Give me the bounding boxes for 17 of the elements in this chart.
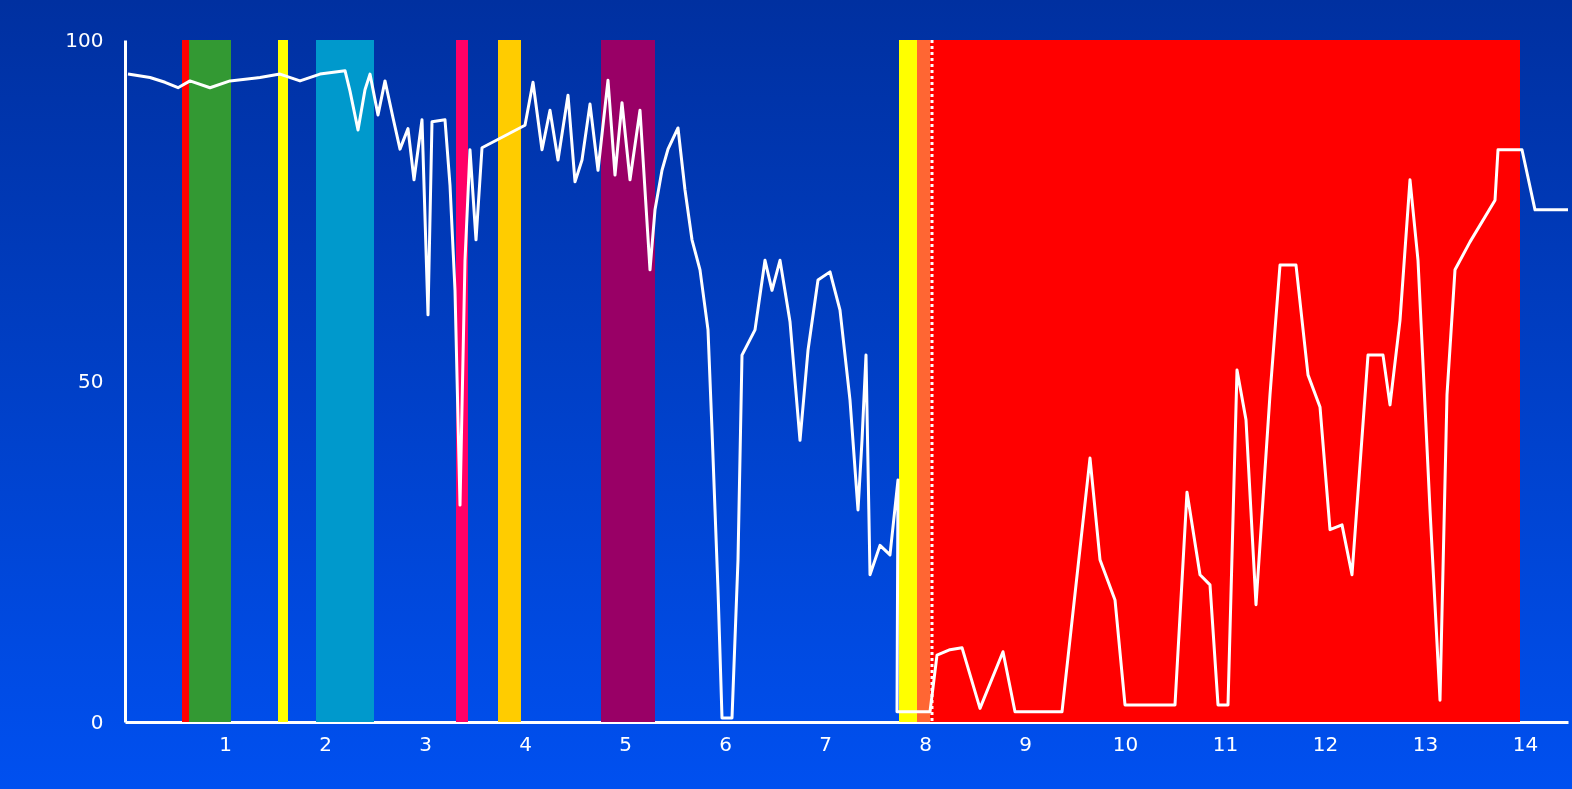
y-tick-label: 0 xyxy=(90,709,104,734)
x-tick-label: 14 xyxy=(1512,731,1539,756)
y-tick-label: 50 xyxy=(78,368,104,393)
x-tick-label: 4 xyxy=(519,731,532,756)
x-tick-label: 6 xyxy=(719,731,732,756)
x-tick-label: 11 xyxy=(1212,731,1239,756)
x-tick-label: 13 xyxy=(1412,731,1439,756)
x-tick-label: 12 xyxy=(1312,731,1339,756)
x-tick-label: 1 xyxy=(219,731,232,756)
x-tick-label: 8 xyxy=(919,731,932,756)
x-tick-label: 3 xyxy=(419,731,432,756)
x-tick-label: 2 xyxy=(319,731,332,756)
x-tick-label: 10 xyxy=(1112,731,1139,756)
x-tick-label: 9 xyxy=(1019,731,1032,756)
x-tick-label: 7 xyxy=(819,731,832,756)
x-tick-label: 5 xyxy=(619,731,632,756)
y-tick-label: 100 xyxy=(65,27,104,52)
